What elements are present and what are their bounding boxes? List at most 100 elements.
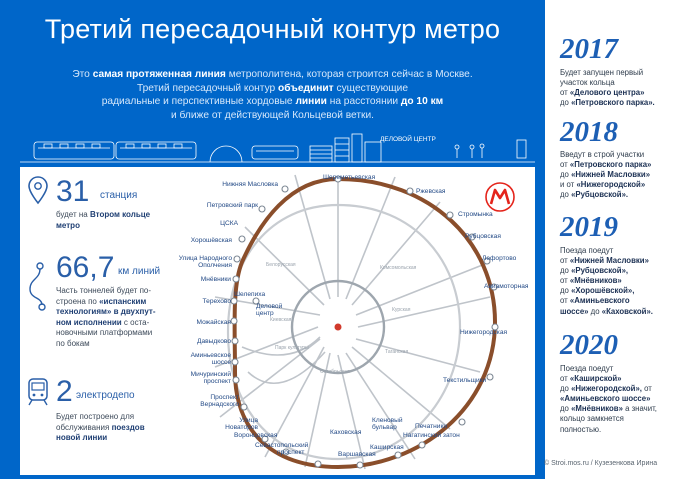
stat-depots-d1: Будет построено для xyxy=(56,412,135,421)
station-vernadskogo-line2: Вернадского xyxy=(200,401,239,409)
stat-stations-desc-line2: метро xyxy=(56,221,150,232)
train-right-icon xyxy=(251,145,299,160)
radial-line-ene xyxy=(355,261,491,316)
timeline-2020-d1: Поезда поедут xyxy=(560,364,614,373)
contour-station-dots xyxy=(230,175,499,469)
station-sevastopolsky-prospekt: Севастопольский проспект xyxy=(255,442,308,457)
intro-line-3: радиальные и перспективные хордовые лини… xyxy=(40,95,505,109)
timeline-2017-d2: участок кольца xyxy=(560,78,615,88)
timeline-2020-d5a: до xyxy=(560,404,572,414)
station-ul-narodnogo-line1: Улица Народного xyxy=(178,255,232,262)
intro-line-4: и ближе от действующей Кольцевой ветки. xyxy=(171,109,374,121)
timeline-2020-line5: до «Мнёвников» а значит, xyxy=(560,404,672,414)
timeline-2020-d4b: «Аминьевского шоссе» xyxy=(560,394,651,404)
koltsevaya-ring xyxy=(290,279,386,375)
stat-depots-desc: Будет построено для обслуживания поездов… xyxy=(56,412,145,444)
timeline-2020-d5c: а значит, xyxy=(622,404,657,414)
timeline-2020-d3c: от xyxy=(641,384,652,394)
stat-length-d2a: строена по xyxy=(56,296,100,306)
timeline-2020-line4: «Аминьевского шоссе» xyxy=(560,394,672,404)
station-michurinsky-line2: проспект xyxy=(203,378,231,386)
stat-length-d5: новочными платформами xyxy=(56,328,153,337)
inner-label-kievskaya: Киевская xyxy=(270,317,292,323)
timeline-2020-d5b: «Мнёвников» xyxy=(571,404,623,414)
stat-stations-d1b: Втором кольце xyxy=(89,210,151,219)
station-sevastopolsky-line1: Севастопольский xyxy=(255,442,309,449)
timeline-2020-d6: кольцо замкнется xyxy=(560,414,624,424)
radial-line-sw-branch xyxy=(247,351,326,385)
timeline-2020-d7: полностью. xyxy=(560,424,602,434)
mck-ring-group xyxy=(226,203,462,461)
station-shelepikha: Шелепиха xyxy=(234,291,266,298)
inner-label-belorusskaya: Белорусская xyxy=(266,262,296,268)
timeline-2019-d5b: «Хорошёвской», xyxy=(571,286,635,296)
station-lefortovo: Лефортово xyxy=(482,255,517,262)
station-cska: ЦСКА xyxy=(220,220,238,227)
timeline-2018-d4b: «Нижегородской» xyxy=(576,180,646,190)
station-kakhovskaya: Каховская xyxy=(330,429,362,436)
stat-stations-unit: станция xyxy=(100,190,138,201)
strip-label-business-center: ДЕЛОВОЙ ЦЕНТР xyxy=(380,136,436,143)
station-petrovsky-park: Петровский парк xyxy=(206,202,258,209)
timeline-2018-line2: от «Петровского парка» xyxy=(560,160,672,170)
timeline-2017-d1: Будет запущен первый xyxy=(560,68,644,77)
timeline-year-2018: 2018 xyxy=(560,116,618,148)
timeline-2020-d2b: «Каширской» xyxy=(569,374,622,384)
station-kashirskaya: Каширская xyxy=(370,444,404,451)
skyline-icon xyxy=(309,133,382,163)
timeline-2019-d2b: «Нижней Масловки» xyxy=(569,256,649,266)
door-icon xyxy=(516,139,527,159)
stat-stations-d2: метро xyxy=(56,220,80,230)
train-skyline-illustration xyxy=(20,133,535,163)
radial-line-sse xyxy=(345,352,416,460)
route-path-icon xyxy=(29,262,46,311)
stat-length-d4: ном исполнении xyxy=(56,317,122,327)
timeline-desc-2020: Поезда поедут от «Каширской» до «Нижегор… xyxy=(560,364,672,435)
timeline-2018-d4a: и от xyxy=(560,180,577,190)
stat-length-unit: км линий xyxy=(118,266,161,277)
station-aminyevskoe-shosse: Аминьевское шоссе xyxy=(160,352,231,367)
timeline-year-2017: 2017 xyxy=(560,33,618,65)
timeline-2020-d3a: до xyxy=(560,384,572,394)
station-ul-narodnogo-opolcheniya: Улица Народного Ополчения xyxy=(152,255,232,270)
station-rzhevskaya: Ржевская xyxy=(416,188,446,195)
metro-logo-icon xyxy=(485,182,515,212)
timeline-2017-line3: от «Делового центра» xyxy=(560,88,672,98)
timeline-2017-d3a: от xyxy=(560,88,570,98)
stat-length-line3: технологиям» в двухпут- xyxy=(56,307,156,318)
timeline-2018-d1: Введут в строй участки xyxy=(560,150,645,159)
inner-label-oktyabrskaya: Октябрьская xyxy=(320,369,350,375)
station-mnevniki: Мнёвники xyxy=(200,276,231,283)
station-delovoy-line1: Деловой xyxy=(256,303,283,310)
intro-l1c: метрополитена, которая строится сейчас в… xyxy=(225,69,473,80)
station-rubtsovskaya: Рубцовская xyxy=(465,233,501,240)
stat-length-desc: Часть тоннелей будет по- строена по «исп… xyxy=(56,286,156,349)
timeline-2019-d5a: до xyxy=(560,286,572,296)
stat-stations-desc-line1: будет на Втором кольце xyxy=(56,210,150,221)
tunnel-arc-icon xyxy=(209,145,243,163)
station-michurinsky-line1: Мичуринский xyxy=(190,371,231,378)
inner-label-park-kultury: Парк культуры xyxy=(275,345,309,351)
intro-line-2: Третий пересадочный контур объединит сущ… xyxy=(40,82,505,96)
radial-line-sw xyxy=(264,346,325,458)
timeline-2019-line6: от «Аминьевского xyxy=(560,296,672,306)
timeline-2017-line4: до «Петровского парка». xyxy=(560,98,672,108)
stat-depots-d2a: обслуживания xyxy=(56,422,112,432)
train-left-icon xyxy=(33,141,197,160)
timeline-panel: 2017 Будет запущен первый участок кольца… xyxy=(545,0,675,479)
train-front-icon xyxy=(28,378,48,406)
intro-l2c: существующие xyxy=(333,82,409,94)
station-aminyevskoe-line1: Аминьевское xyxy=(190,352,231,359)
inner-label-komsomolskaya: Комсомольская xyxy=(380,265,417,271)
timeline-year-2019: 2019 xyxy=(560,211,618,243)
copyright-text: © Stroi.mos.ru / Кузезенкова Ирина xyxy=(544,460,658,467)
intro-l2a: Третий пересадочный контур xyxy=(136,82,279,94)
map-panel: Шереметьевская Нижняя Масловка Ржевская … xyxy=(20,167,535,475)
station-stromynka: Стромынка xyxy=(458,211,493,218)
timeline-2019-line5: до «Хорошёвской», xyxy=(560,286,672,296)
stat-depots-number: 2 xyxy=(56,375,73,408)
radial-line-east xyxy=(357,296,491,328)
station-pechatniki: Печатники xyxy=(415,423,448,430)
mck-ring xyxy=(226,203,462,461)
station-michurinsky-prospekt: Мичуринский проспект xyxy=(160,371,231,386)
